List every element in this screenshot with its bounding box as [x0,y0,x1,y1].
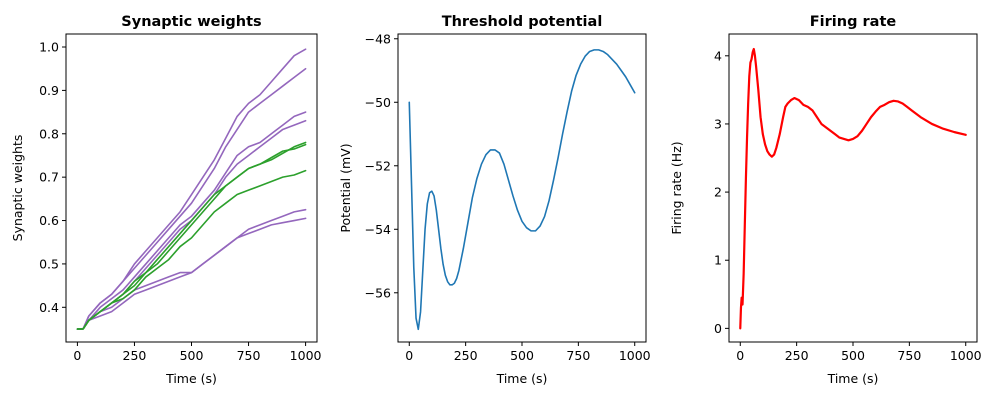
series-line-1 [76,48,307,330]
y-tick-label: 0.5 [39,256,59,271]
chart-title: Firing rate [810,14,897,30]
y-tick-label: −54 [365,222,391,237]
series-line-7 [76,141,307,330]
axes-frame [397,33,647,343]
x-tick-label: 250 [785,348,809,363]
chart-title: Threshold potential [442,14,603,30]
y-axis-label: Potential (mV) [338,143,353,232]
x-tick-label: 0 [405,348,413,363]
y-axis-label: Firing rate (Hz) [669,141,684,234]
x-axis-label: Time (s) [165,371,217,386]
series-line-6 [76,217,307,330]
y-tick-label: 3 [714,116,722,131]
y-tick-label: −48 [365,31,391,46]
x-axis-label: Time (s) [827,371,879,386]
y-tick-label: 0.6 [39,213,59,228]
series-line-5 [76,208,307,330]
y-tick-label: 0.8 [39,126,59,141]
y-tick-label: −56 [365,285,391,300]
x-tick-label: 500 [180,348,204,363]
series-line-9 [76,169,307,330]
chart-title: Synaptic weights [121,14,261,30]
x-tick-label: 750 [237,348,261,363]
y-tick-label: 0.4 [39,300,59,315]
series-group [408,49,636,331]
y-tick-label: 2 [714,185,722,200]
axes-frame [728,33,978,343]
series-line-2 [76,67,307,330]
y-tick-label: 0.7 [39,170,59,185]
x-tick-label: 250 [454,348,478,363]
chart-panel-2: 0 250 500 750 1000 −56 −54 −52 −50 −48 Threshold p… [338,14,651,386]
series-line-1 [739,47,967,330]
x-tick-label: 1000 [290,348,322,363]
series-line-3 [76,111,307,330]
y-tick-label: −50 [365,95,391,110]
x-axis-label: Time (s) [496,371,548,386]
axes-frame [65,33,318,343]
y-tick-label: 1 [714,253,722,268]
y-tick-label: 4 [714,48,722,63]
x-tick-label: 0 [73,348,81,363]
y-tick-label: −52 [365,158,391,173]
x-tick-label: 750 [897,348,921,363]
chart-panel-3: 0 250 500 750 1000 0 1 2 3 4 Firing rate Time (s) Fi… [669,14,982,386]
series-line-1 [408,49,636,331]
x-tick-label: 1000 [950,348,982,363]
series-group [739,47,967,330]
x-tick-label: 500 [510,348,534,363]
y-tick-label: 0 [714,321,722,336]
y-tick-label: 0.9 [39,83,59,98]
x-tick-label: 250 [123,348,147,363]
chart-panel-1: 0 250 500 750 1000 0.4 0.5 0.6 0.7 0.8 0.9 1.0 Synap… [10,14,322,386]
x-tick-label: 750 [566,348,590,363]
x-tick-label: 1000 [619,348,651,363]
y-tick-label: 1.0 [39,40,59,55]
y-axis-label: Synaptic weights [10,135,25,242]
x-tick-label: 500 [841,348,865,363]
x-tick-label: 0 [736,348,744,363]
series-group [76,48,307,330]
